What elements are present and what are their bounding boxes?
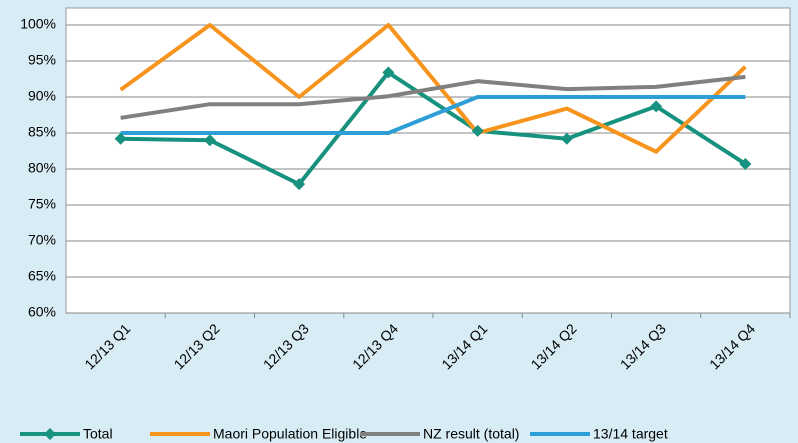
legend-label: Maori Population Eligible	[213, 426, 367, 442]
y-tick-label: 95%	[28, 52, 56, 68]
x-tick-label: 12/13 Q3	[260, 320, 312, 372]
y-tick-label: 75%	[28, 196, 56, 212]
series-line	[120, 74, 746, 120]
marker	[382, 66, 395, 79]
x-tick-label: 12/13 Q2	[171, 320, 223, 372]
y-tick-label: 80%	[28, 160, 56, 176]
y-tick-label: 90%	[28, 88, 56, 104]
series-line	[120, 70, 747, 187]
plot-area	[65, 7, 791, 314]
marker	[739, 157, 752, 170]
legend-label: NZ result (total)	[423, 426, 519, 442]
marker	[293, 178, 306, 191]
x-tick-label: 12/13 Q4	[349, 320, 401, 372]
marker	[471, 124, 484, 137]
y-tick-label: 60%	[28, 304, 56, 320]
x-tick-label: 13/14 Q4	[706, 320, 758, 372]
series-line	[119, 23, 747, 154]
marker	[560, 132, 573, 145]
y-tick-label: 65%	[28, 268, 56, 284]
x-tick-label: 13/14 Q1	[438, 320, 490, 372]
legend-label: Total	[83, 426, 113, 442]
y-tick-label: 100%	[20, 16, 56, 32]
marker	[114, 132, 127, 145]
legend-label: 13/14 target	[593, 426, 668, 442]
legend-marker	[44, 428, 56, 440]
series-line	[120, 95, 746, 135]
x-tick-label: 13/14 Q3	[617, 320, 669, 372]
y-tick-label: 70%	[28, 232, 56, 248]
x-tick-label: 12/13 Q1	[81, 320, 133, 372]
marker	[203, 134, 216, 147]
marker	[650, 100, 663, 113]
x-tick-label: 13/14 Q2	[528, 320, 580, 372]
y-tick-label: 85%	[28, 124, 56, 140]
